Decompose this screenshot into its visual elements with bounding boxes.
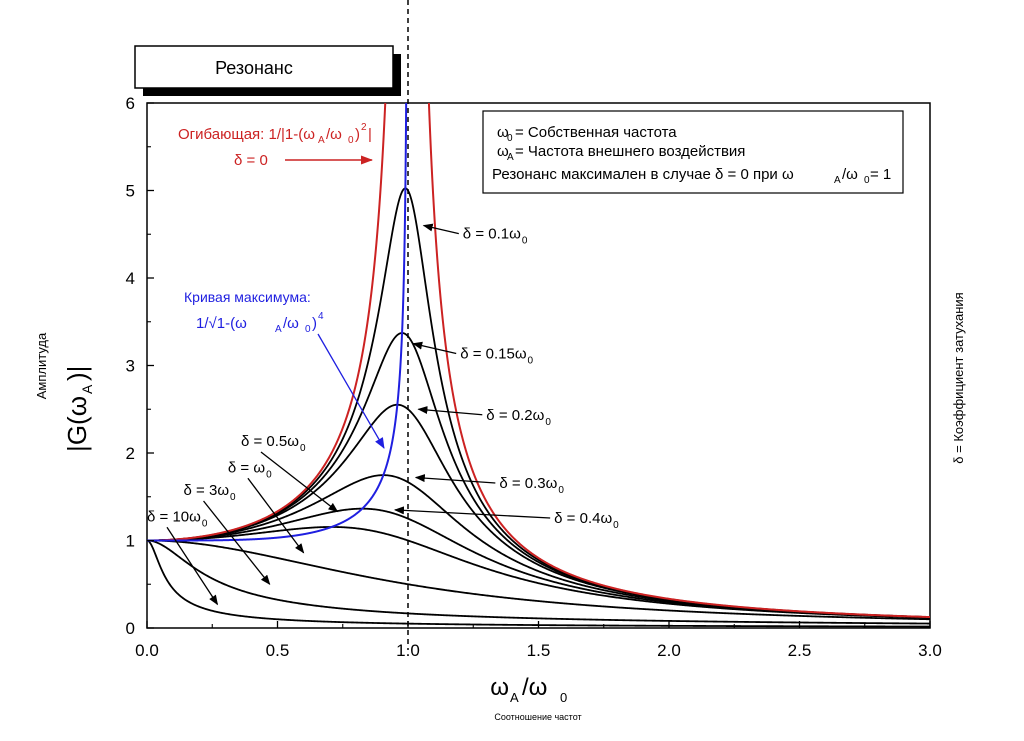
series-labels: δ = 0.1ω 0δ = 0.15ω 0δ = 0.2ω 0δ = 0.3ω 0δ =… xyxy=(147,223,619,606)
x-tick-label: 2.0 xyxy=(657,641,681,660)
x-axis-title-rest: /ω xyxy=(522,674,547,701)
series-label: δ = 0.2ω xyxy=(486,407,544,424)
x-tick-label: 3.0 xyxy=(918,641,942,660)
max-curve-formula: 1/√1-(ω A /ω 0 ) 4 xyxy=(196,311,324,335)
x-tick-label: 1.0 xyxy=(396,641,420,660)
y-axis-title-pre: |G(ω xyxy=(62,396,92,452)
y-axis-title-post: )| xyxy=(62,366,92,381)
max-curve-arrow xyxy=(317,333,385,449)
series-label-sub: 0 xyxy=(558,485,564,496)
series-label: δ = 10ω xyxy=(147,508,201,525)
envelope-label-end: | xyxy=(368,126,372,143)
series-label-arrow xyxy=(260,451,339,513)
chart-title: Резонанс xyxy=(215,58,293,78)
series-label: δ = 0.4ω xyxy=(554,510,612,527)
series-label-arrow xyxy=(414,474,496,484)
series-label: δ = 0.15ω xyxy=(460,346,527,363)
max-formula-pre: 1/√1-(ω xyxy=(196,315,247,332)
max-formula-mid: /ω xyxy=(283,315,299,332)
y-tick-label: 3 xyxy=(126,357,135,376)
legend-line3-a: Резонанс максимален в случае δ = 0 при ω xyxy=(492,166,794,183)
x-axis-title-sub: A xyxy=(510,690,519,705)
series-label-sub: 0 xyxy=(230,492,236,503)
x-tick-label: 0.5 xyxy=(266,641,290,660)
envelope-label-mid: /ω xyxy=(326,126,342,143)
y-tick-label: 1 xyxy=(126,532,135,551)
envelope-label-sub1: A xyxy=(318,135,325,146)
x-axis-caption: Соотношение частот xyxy=(494,712,581,722)
envelope-label-sub2: 0 xyxy=(348,135,354,146)
y-axis-caption: Амплитуда xyxy=(34,332,49,399)
series-label: δ = 3ω xyxy=(184,482,230,499)
title-box: Резонанс xyxy=(134,45,401,96)
damping-curve xyxy=(147,187,930,618)
y-tick-label: 2 xyxy=(126,444,135,463)
envelope-curve xyxy=(147,103,387,542)
max-formula-post: ) xyxy=(312,315,317,332)
series-label-arrow xyxy=(166,526,219,606)
legend-text-1: = Собственная частота xyxy=(515,124,677,141)
legend-line3-sub2: 0 xyxy=(864,175,870,186)
series-label-arrow xyxy=(393,506,551,519)
envelope-label-post: ) xyxy=(355,126,360,143)
series-label-sub: 0 xyxy=(613,520,619,531)
series-label-arrow xyxy=(422,223,459,235)
series-label-arrow xyxy=(247,477,305,554)
legend-text-2: = Частота внешнего воздействия xyxy=(515,143,745,160)
series-label-arrow xyxy=(203,500,271,586)
series-label: δ = 0.1ω xyxy=(463,226,521,243)
envelope-delta-label: δ = 0 xyxy=(234,152,268,169)
legend: ω 0 = Собственная частота ω A = Частота … xyxy=(482,110,904,194)
y-axis-title: |G(ω A )| xyxy=(62,366,95,452)
max-formula-sub2: 0 xyxy=(305,324,311,335)
max-curve-label: Кривая максимума: xyxy=(184,289,311,305)
max-amplitude-curve xyxy=(147,103,408,542)
envelope-label-sup: 2 xyxy=(361,122,367,133)
envelope-curve xyxy=(427,103,930,619)
damping-curve xyxy=(147,539,930,621)
plot-area xyxy=(147,103,930,628)
series-label-sub: 0 xyxy=(300,443,306,454)
series-label-arrow xyxy=(412,341,457,355)
max-formula-sup: 4 xyxy=(318,311,324,322)
series-label-sub: 0 xyxy=(528,356,534,367)
y-tick-label: 5 xyxy=(126,182,135,201)
y-axis-title-sub: A xyxy=(79,384,95,394)
envelope-label: Огибающая: 1/|1-(ω A /ω 0 ) 2 | xyxy=(178,122,372,146)
y-tick-label: 4 xyxy=(126,269,135,288)
series-label-sub: 0 xyxy=(202,518,208,529)
legend-line3-c: = 1 xyxy=(870,166,891,183)
y-tick-label: 0 xyxy=(126,619,135,638)
legend-sym-2: ω xyxy=(497,143,509,160)
x-tick-label: 0.0 xyxy=(135,641,159,660)
series-label-sub: 0 xyxy=(522,236,528,247)
x-axis-title-main: ω xyxy=(490,674,509,701)
series-label-sub: 0 xyxy=(545,417,551,428)
axis-ticks: 0.0 0.5 1.0 1.5 2.0 2.5 3.0 0 1 2 3 4 5 6 xyxy=(126,94,942,660)
legend-line3-b: /ω xyxy=(842,166,858,183)
legend-sym-1: ω xyxy=(497,124,509,141)
x-tick-label: 2.5 xyxy=(788,641,812,660)
series-label: δ = ω xyxy=(228,459,265,476)
right-caption: δ = Коэффициент затухания xyxy=(951,292,966,463)
y-tick-label: 6 xyxy=(126,94,135,113)
legend-line3-sub1: A xyxy=(834,175,841,186)
series-label: δ = 0.5ω xyxy=(241,433,299,450)
legend-sub-2: A xyxy=(507,152,514,163)
envelope-label-pre: Огибающая: 1/|1-(ω xyxy=(178,126,315,143)
series-label-arrow xyxy=(417,406,483,416)
x-tick-label: 1.5 xyxy=(527,641,551,660)
legend-sub-1: 0 xyxy=(507,133,513,144)
damping-curve xyxy=(147,526,930,619)
x-axis-title-rest-sub: 0 xyxy=(560,690,567,705)
max-formula-sub1: A xyxy=(275,324,282,335)
series-label-sub: 0 xyxy=(266,469,272,480)
x-axis-title: ω A /ω 0 xyxy=(490,674,567,705)
series-label: δ = 0.3ω xyxy=(499,475,557,492)
